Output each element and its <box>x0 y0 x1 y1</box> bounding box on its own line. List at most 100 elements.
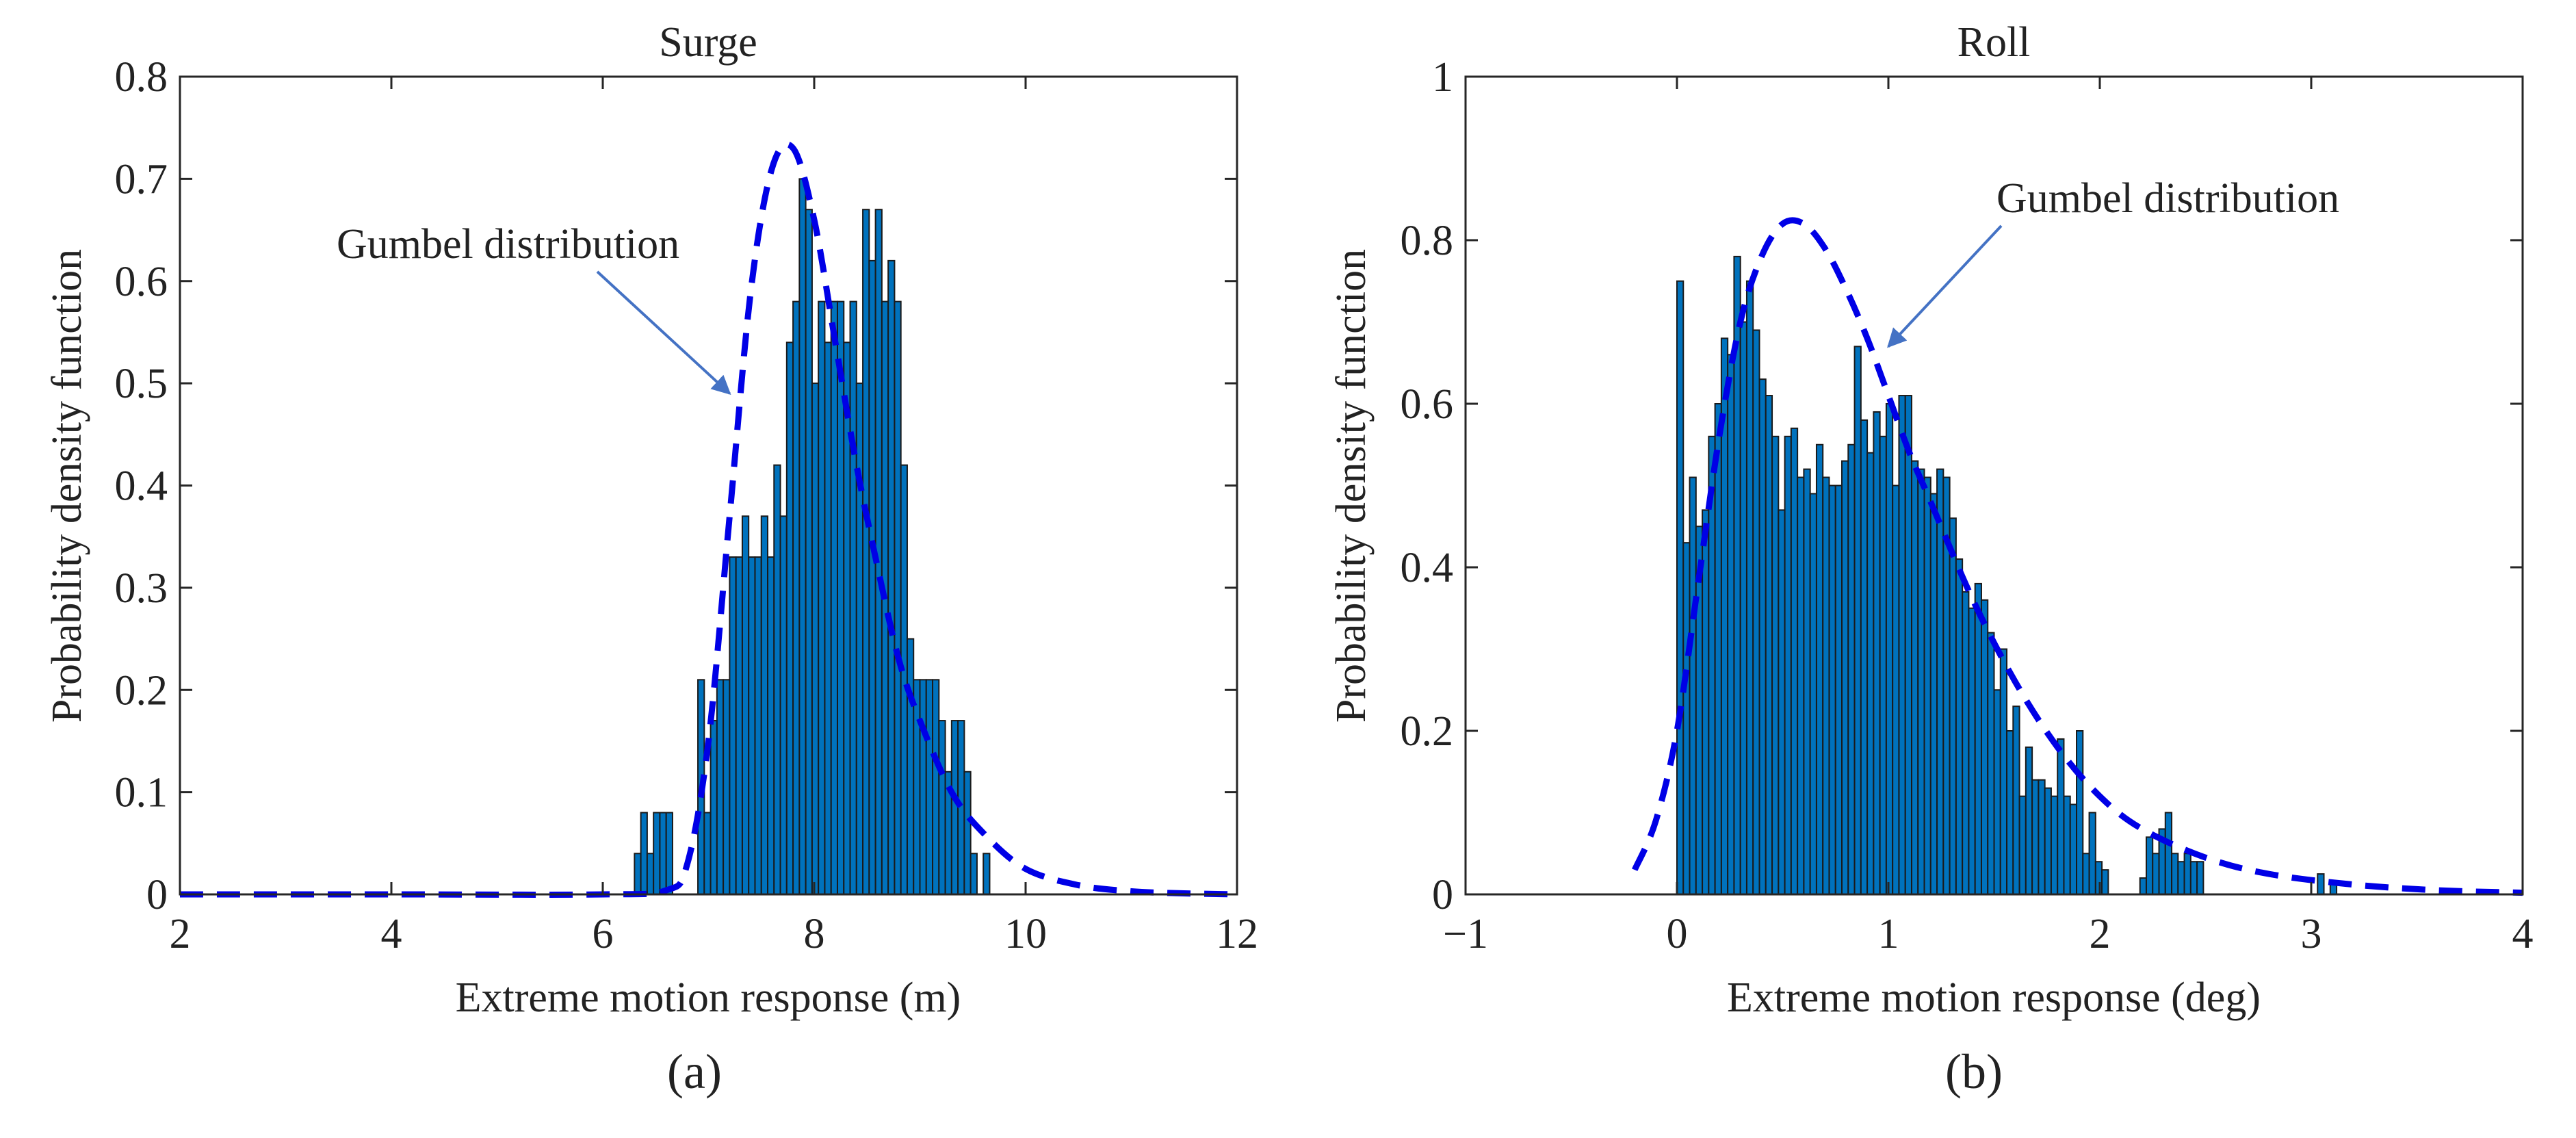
roll-histogram-bar <box>1853 346 1862 896</box>
roll-histogram-bar <box>2177 861 2185 895</box>
roll-x-tick-label: 4 <box>2512 911 2534 957</box>
surge-plot-area <box>180 77 1237 894</box>
surge-histogram-bar <box>729 556 737 895</box>
roll-histogram-bar <box>1885 403 1894 895</box>
roll-histogram-bar <box>1860 419 1869 895</box>
surge-histogram-bar <box>779 515 788 895</box>
roll-histogram-bar <box>1962 591 1970 895</box>
roll-histogram-bar <box>1784 435 1792 895</box>
roll-histogram-bar <box>2076 730 2084 895</box>
roll-histogram-bar <box>1955 558 1964 895</box>
surge-histogram-bar <box>767 556 775 895</box>
surge-x-tick-label: 4 <box>381 911 402 957</box>
roll-histogram-bar <box>1771 435 1780 895</box>
surge-histogram-bar <box>710 720 718 895</box>
surge-histogram-bar <box>925 679 934 895</box>
roll-histogram-bar <box>1929 493 1938 895</box>
surge-histogram-bar <box>646 853 655 895</box>
surge-histogram-bar <box>811 383 820 895</box>
roll-histogram-bar <box>2057 738 2065 895</box>
roll-histogram-bar <box>1980 599 1989 895</box>
surge-histogram-bar <box>932 679 940 895</box>
roll-histogram-bar <box>1745 280 1754 895</box>
roll-x-tick-label: 1 <box>1878 911 1899 957</box>
roll-histogram-bar <box>2145 836 2154 895</box>
roll-histogram-bar <box>1898 395 1906 895</box>
surge-histogram-bar <box>970 853 978 895</box>
roll-histogram-bar <box>2082 853 2090 895</box>
surge-x-tick-label: 10 <box>1004 911 1047 957</box>
roll-ticks: −1 0 1 2 3 400.20.40.60.81 <box>1401 54 2534 957</box>
roll-histogram-bar <box>1968 607 1976 895</box>
roll-y-axis-label: Probability density function <box>1328 249 1375 723</box>
surge-histogram-bar <box>640 812 648 895</box>
roll-axes-box <box>1464 75 2524 896</box>
surge-y-tick-label: 0.6 <box>115 259 168 305</box>
roll-histogram-bar <box>2171 853 2179 895</box>
roll-histogram-bar <box>2025 746 2033 896</box>
roll-y-tick-label: 0.6 <box>1401 381 1454 428</box>
surge-histogram-bar <box>792 300 801 895</box>
surge-histogram-bar <box>830 300 838 895</box>
surge-ticks: 2 4 6 8 10 12 0 0.1 0.2 0.3 0.4 0.5 0.6 0.7 0.8 <box>115 54 1259 957</box>
surge-histogram-bar <box>919 679 927 895</box>
roll-histogram-bar <box>2196 861 2204 895</box>
surge-histogram-bar <box>754 556 762 895</box>
surge-histogram-bar <box>887 259 896 895</box>
surge-y-tick-label: 0.3 <box>115 565 168 612</box>
roll-histogram-bar <box>2094 861 2103 895</box>
surge-histogram-bar <box>900 464 908 895</box>
roll-histogram-bar <box>2012 706 2020 896</box>
roll-gumbel-curve <box>1632 217 2523 896</box>
surge-histogram-bar <box>741 515 750 895</box>
surge-x-tick-label: 2 <box>170 911 191 957</box>
roll-histogram-bar <box>2044 787 2052 896</box>
roll-histogram-bar <box>1987 632 1995 895</box>
surge-histogram-bar <box>849 300 857 895</box>
roll-histogram-bar <box>1910 460 1919 895</box>
roll-histogram-bar <box>2101 869 2109 896</box>
surge-annotation-arrow <box>596 270 731 395</box>
roll-histogram-bar <box>1765 395 1773 895</box>
surge-histogram-bar <box>665 812 673 895</box>
surge-histogram-bar <box>716 679 725 895</box>
roll-x-axis-label: Extreme motion response (deg) <box>1727 974 2261 1021</box>
surge-histogram-bar <box>798 178 807 895</box>
surge-histogram-bar <box>634 853 642 895</box>
roll-histogram-bar <box>1999 648 2008 895</box>
surge-x-tick-label: 12 <box>1216 911 1258 957</box>
surge-histogram-bar <box>938 720 946 895</box>
roll-y-tick-label: 1 <box>1432 54 1453 101</box>
surge-y-tick-label: 0.8 <box>115 54 168 101</box>
roll-histogram-bar <box>2183 853 2191 895</box>
roll-x-tick-label: 2 <box>2090 911 2111 957</box>
roll-histogram-bar <box>1879 435 1887 895</box>
surge-histogram-bar <box>735 556 743 895</box>
surge-histogram-bar <box>653 812 661 895</box>
surge-histogram-bar <box>862 209 870 895</box>
roll-y-tick-label: 0.2 <box>1401 708 1454 755</box>
roll-histogram-bar <box>1866 452 1875 895</box>
roll-histogram-bar <box>2088 812 2096 895</box>
surge-y-tick-label: 0.2 <box>115 667 168 714</box>
surge-histogram-bar <box>773 464 781 895</box>
roll-histogram-bar <box>2152 853 2160 895</box>
roll-histogram-bar <box>1847 443 1856 895</box>
roll-histogram-bar <box>2018 795 2027 895</box>
roll-histogram-bar <box>1815 443 1824 895</box>
surge-histogram-bar <box>703 812 712 895</box>
roll-histogram-bar <box>1809 493 1817 895</box>
surge-histogram-bar <box>913 679 921 895</box>
roll-title: Roll <box>1957 19 2031 66</box>
surge-histogram-bar <box>785 341 794 895</box>
roll-histogram-bar <box>2164 812 2173 895</box>
surge-histogram-bar <box>868 259 876 895</box>
surge-histogram <box>634 178 991 895</box>
roll-histogram-bar <box>2069 803 2078 896</box>
surge-histogram-bar <box>805 209 813 895</box>
surge-histogram-bar <box>906 638 915 895</box>
roll-histogram-bar <box>2050 795 2059 895</box>
surge-histogram-bar <box>983 853 991 895</box>
surge-histogram-bar <box>760 515 769 895</box>
roll-histogram-bar <box>1739 321 1747 895</box>
